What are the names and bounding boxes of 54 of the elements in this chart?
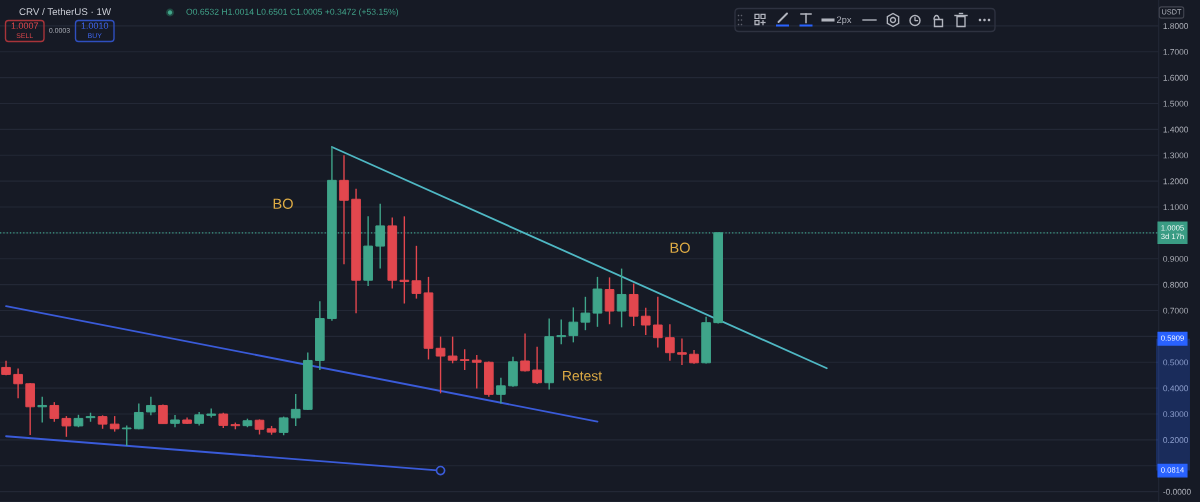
candlestick	[532, 346, 542, 385]
candlestick	[146, 395, 156, 417]
candlestick	[447, 335, 458, 364]
y-tick-label: 1.1000	[1163, 204, 1189, 211]
candlestick	[121, 424, 132, 447]
y-tick-label: 1.8000	[1163, 23, 1189, 29]
annotation: BO	[670, 242, 690, 253]
candlestick	[13, 367, 23, 399]
candlestick	[158, 403, 168, 425]
candlestick	[556, 318, 567, 345]
annotation: 2px	[836, 16, 852, 25]
annotation: Retest	[563, 371, 602, 381]
y-tick-label: 1.2000	[1163, 178, 1189, 185]
candlestick	[520, 332, 530, 373]
y-tick-label: 0.8000	[1163, 281, 1189, 288]
candlestick	[25, 382, 36, 436]
y-tick-label: 1.3000	[1163, 152, 1189, 159]
candlestick	[677, 337, 687, 366]
y-tick-label: 1.7000	[1163, 48, 1189, 55]
y-tick-label: 0.5000	[1163, 359, 1189, 366]
annotation: 1.0007	[11, 22, 39, 29]
y-tick-label: 0.4000	[1163, 385, 1189, 392]
candlestick	[616, 267, 627, 329]
candlestick	[471, 354, 482, 390]
candlestick	[459, 348, 470, 371]
candlestick	[339, 154, 349, 265]
candlestick	[411, 245, 422, 300]
candlestick	[640, 306, 651, 336]
y-tick-label: 0.7000	[1163, 307, 1189, 314]
y-tick-label: 0.2000	[1163, 437, 1189, 443]
y-tick-label: -0.0000	[1163, 488, 1191, 495]
candlestick	[665, 323, 675, 362]
candlestick	[49, 401, 60, 423]
candlestick	[652, 296, 663, 349]
candlestick	[61, 415, 72, 438]
y-tick-label: 1.4000	[1163, 126, 1189, 133]
candlestick	[290, 393, 301, 427]
candlestick	[628, 282, 639, 327]
candlestick	[399, 215, 410, 305]
y-tick-label: 1.6000	[1163, 74, 1189, 81]
text: O0.6532 H1.0014 L0.6501 C1.0005 +0.3472 (+53.15%)	[186, 8, 399, 17]
candlestick	[580, 296, 591, 331]
annotation: 1.0010	[81, 22, 109, 29]
y-tick-label: 1.5000	[1163, 100, 1189, 107]
candlestick	[568, 306, 579, 344]
candlestick	[37, 395, 48, 424]
candlestick	[133, 402, 144, 430]
candlestick	[604, 276, 615, 325]
candlestick	[496, 377, 506, 405]
candlestick	[435, 335, 446, 395]
text: CRV / TetherUS · 1W	[19, 7, 111, 16]
y-tick-label: 0.3000	[1163, 411, 1189, 418]
annotation: BO	[273, 198, 293, 209]
y-tick-label: 0.9000	[1163, 255, 1189, 262]
